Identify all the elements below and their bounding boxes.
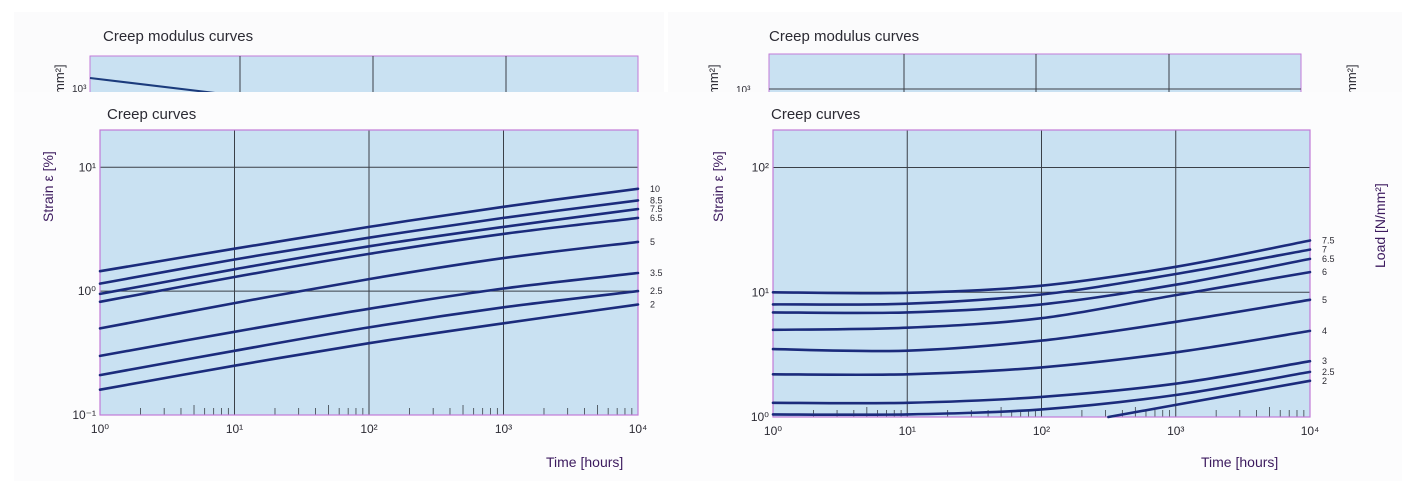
series-label-4: 4 xyxy=(1322,326,1327,336)
series-line-2.5 xyxy=(771,370,1312,417)
plot-frame xyxy=(772,129,1311,418)
x-tick-label: 10⁴ xyxy=(629,422,648,436)
x-tick-label: 10⁴ xyxy=(1301,424,1320,438)
series-line-6 xyxy=(771,270,1312,332)
y-tick-label: 10¹ xyxy=(79,160,96,174)
modulus-title: Creep modulus curves xyxy=(769,28,920,45)
x-axis-title: Time [hours] xyxy=(1201,454,1279,470)
creep-panel-right: Creep curves 10⁰ 10¹ 10² 10³ 10⁴ 10⁰ 10¹ 10² 7.5… xyxy=(708,92,1402,481)
y-tick-label: 10¹ xyxy=(752,285,769,299)
series-line-4 xyxy=(771,329,1312,377)
series-line-3 xyxy=(771,359,1312,405)
modulus-plot-area xyxy=(768,53,1302,97)
x-tick-label: 10³ xyxy=(495,422,512,436)
y-tick-label: 10⁰ xyxy=(751,410,769,424)
series-label-2.5: 2.5 xyxy=(650,286,663,296)
creep-chart-left: 10⁰ 10¹ 10² 10³ 10⁴10⁻¹10⁰10¹108.57.56.553.5… xyxy=(72,129,663,436)
modulus-ytick: 10³ xyxy=(736,85,751,96)
series-line-3.5 xyxy=(98,271,640,358)
series-label-10: 10 xyxy=(650,184,660,194)
modulus-ytick: 10³ xyxy=(72,84,87,95)
chart-title: Creep curves xyxy=(107,106,197,123)
creep-chart-right: 10⁰ 10¹ 10² 10³ 10⁴ 10⁰ 10¹ 10² 7.576.5 6 5 4 32.52 xyxy=(751,129,1335,438)
modulus-axis-label: mm²] xyxy=(706,64,721,94)
modulus-plot-right: 10³ xyxy=(736,53,1302,97)
series-label-7.5: 7.5 xyxy=(1322,236,1335,246)
modulus-panel-left: 10³ Creep modulus curves mm²] xyxy=(14,12,664,97)
y-tick-label: 10² xyxy=(752,161,769,175)
series-line-2.5 xyxy=(98,289,640,377)
x-tick-label: 10² xyxy=(1033,424,1050,438)
y-tick-label: 10⁻¹ xyxy=(72,408,96,422)
series-label-6: 6 xyxy=(1322,267,1327,277)
series-label-2: 2 xyxy=(650,300,655,310)
series-label-2.5: 2.5 xyxy=(1322,367,1335,377)
modulus-panel-right: 10³ Creep modulus curves mm²] mm²] xyxy=(668,12,1402,97)
series-line-7.5 xyxy=(771,239,1312,295)
modulus-axis-label: mm²] xyxy=(52,64,67,94)
series-line-6.5 xyxy=(98,216,640,304)
x-tick-label: 10¹ xyxy=(899,424,916,438)
y2-axis-title: Load [N/mm²] xyxy=(1372,183,1388,268)
series-label-3.5: 3.5 xyxy=(650,268,663,278)
modulus-right-axis-label: mm²] xyxy=(1344,64,1359,94)
series-label-2: 2 xyxy=(1322,376,1327,386)
series-label-6.5: 6.5 xyxy=(650,213,663,223)
series-label-7: 7 xyxy=(1322,245,1327,255)
y-axis-title: Strain ε [%] xyxy=(710,151,726,222)
y-tick-label: 10⁰ xyxy=(78,284,96,298)
x-axis-title: Time [hours] xyxy=(546,454,624,470)
series-line-5 xyxy=(771,298,1312,353)
chart-title: Creep curves xyxy=(771,106,861,123)
series-label-8.5: 8.5 xyxy=(650,195,663,205)
modulus-plot-left: 10³ xyxy=(72,55,639,97)
creep-panel-left: Creep curves 10⁰ 10¹ 10² 10³ 10⁴ 10⁻¹ 10⁰ 10¹ 10… xyxy=(14,92,726,481)
series-line-7.5 xyxy=(98,207,640,296)
series-line-6.5 xyxy=(771,257,1312,315)
series-line-8.5 xyxy=(98,199,640,285)
series-line-7 xyxy=(771,248,1312,306)
modulus-plot-area xyxy=(89,55,639,97)
series-line-2 xyxy=(1107,379,1312,419)
series-label-5: 5 xyxy=(1322,295,1327,305)
series-line-5 xyxy=(98,240,640,330)
x-tick-label: 10¹ xyxy=(226,422,243,436)
y-axis-title: Strain ε [%] xyxy=(40,151,56,222)
modulus-title: Creep modulus curves xyxy=(103,28,254,45)
x-tick-label: 10⁰ xyxy=(764,424,782,438)
x-tick-label: 10³ xyxy=(1167,424,1184,438)
x-tick-label: 10⁰ xyxy=(91,422,109,436)
series-label-5: 5 xyxy=(650,237,655,247)
series-label-6.5: 6.5 xyxy=(1322,254,1335,264)
series-line-2 xyxy=(98,303,640,391)
series-label-3: 3 xyxy=(1322,356,1327,366)
series-label-7.5: 7.5 xyxy=(650,204,663,214)
series-line-10 xyxy=(98,187,640,273)
x-tick-label: 10² xyxy=(360,422,377,436)
